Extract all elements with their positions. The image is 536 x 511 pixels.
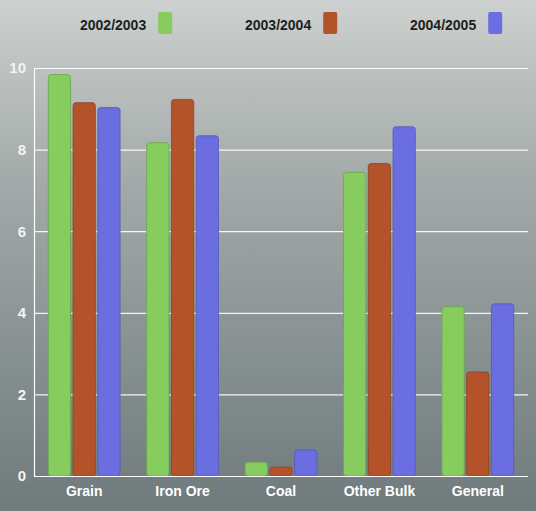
y-axis-line (35, 69, 529, 477)
bar (295, 450, 317, 476)
bar (48, 75, 70, 476)
x-tick: Grain (66, 483, 103, 499)
bar (245, 462, 267, 476)
bar (73, 103, 95, 476)
bar-series (98, 108, 514, 476)
y-tick-label: 6 (18, 223, 26, 240)
y-tick-label: 0 (18, 467, 26, 484)
x-tick: Coal (266, 483, 296, 499)
bar (147, 143, 169, 476)
y-tick-label: 2 (18, 386, 26, 403)
legend-swatch (488, 12, 502, 34)
bar (393, 127, 415, 476)
x-tick: Other Bulk (344, 483, 416, 499)
bars (48, 75, 513, 476)
bar (344, 172, 366, 476)
chart: 0 2 4 6 8 10 Grain Iron Ore Coal Other Bulk Genera… (0, 0, 536, 511)
y-tick-label: 8 (18, 141, 26, 158)
x-axis: Grain Iron Ore Coal Other Bulk General (66, 483, 504, 499)
bar (491, 304, 513, 476)
bar-series (48, 75, 464, 476)
bar (171, 99, 193, 476)
legend-label: 2004/2005 (410, 17, 476, 33)
background (0, 0, 536, 511)
grid-line (34, 476, 528, 477)
x-tick: Iron Ore (155, 483, 210, 499)
grid-line (34, 68, 528, 69)
x-tick-label: Other Bulk (344, 483, 416, 499)
bar (270, 467, 292, 476)
x-tick-label: Iron Ore (155, 483, 210, 499)
bar (442, 307, 464, 476)
bar (196, 136, 218, 476)
bar-series (73, 99, 489, 476)
legend-swatch (158, 12, 172, 34)
legend-label: 2003/2004 (245, 17, 311, 33)
x-tick: General (452, 483, 504, 499)
x-tick-label: Grain (66, 483, 103, 499)
bar (467, 372, 489, 476)
legend-label: 2002/2003 (80, 17, 146, 33)
y-axis: 0 2 4 6 8 10 (9, 59, 528, 484)
y-tick-label: 10 (9, 59, 26, 76)
bar (98, 108, 120, 476)
y-tick-label: 4 (18, 304, 27, 321)
x-tick-label: General (452, 483, 504, 499)
legend: 2002/2003 2003/2004 2004/2005 (80, 12, 502, 34)
y-tick: 10 (9, 59, 528, 76)
x-tick-label: Coal (266, 483, 296, 499)
bar (368, 163, 390, 476)
legend-swatch (323, 12, 337, 34)
